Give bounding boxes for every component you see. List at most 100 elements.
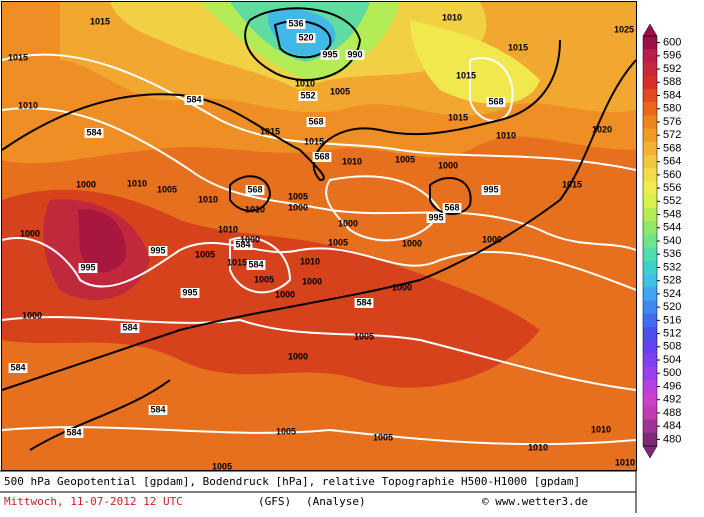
legend-swatch: [643, 115, 657, 130]
legend-swatch: [643, 75, 657, 90]
contour-label: 1010: [591, 424, 611, 434]
contour-label: 584: [66, 427, 81, 437]
legend-swatch: [643, 313, 657, 328]
legend-swatch: [643, 300, 657, 315]
contour-label-bg: [481, 185, 501, 195]
contour-label: 1005: [328, 237, 348, 247]
contour-label-bg: [298, 91, 318, 101]
contour-label-bg: [78, 263, 98, 273]
legend-label: 512: [663, 327, 681, 339]
contour-label: 1010: [528, 442, 548, 452]
contour-label-bg: [184, 95, 204, 105]
contour-label-bg: [120, 323, 140, 333]
contour-label: 995: [322, 49, 337, 59]
contour-label: 995: [150, 245, 165, 255]
contour-label: 1005: [373, 432, 393, 442]
legend-label: 504: [663, 354, 681, 366]
contour-label: 1000: [338, 218, 358, 228]
contour-label: 1010: [218, 224, 238, 234]
legend-swatch: [643, 274, 657, 288]
contour-label: 1010: [18, 100, 38, 110]
legend-swatch: [643, 287, 657, 302]
field-band: [78, 209, 126, 273]
legend-label: 600: [663, 37, 681, 49]
geopotential-line: [1, 39, 561, 182]
legend-label: 596: [663, 50, 681, 62]
legend-label: 560: [663, 169, 681, 181]
contour-label-bg: [486, 97, 506, 107]
contour-label: 1000: [76, 179, 96, 189]
contour-label: 1005: [288, 191, 308, 201]
contour-label: 1015: [456, 70, 476, 80]
isobar: [1, 237, 637, 291]
contour-label: 1015: [260, 126, 280, 136]
isobar: [1, 426, 637, 446]
contour-label: 1000: [275, 289, 295, 299]
contour-label: 584: [10, 362, 25, 372]
field-band: [268, 8, 336, 56]
legend-label: 556: [663, 182, 681, 194]
contour-label-bg: [245, 185, 265, 195]
legend-label: 536: [663, 248, 681, 260]
legend-swatch: [643, 181, 657, 196]
contour-label: 536: [288, 18, 303, 28]
legend-swatch: [643, 340, 657, 354]
contour-label: 568: [444, 202, 459, 212]
contour-label-bg: [148, 405, 168, 415]
contour-label-bg: [296, 33, 316, 43]
legend-swatch: [643, 62, 657, 77]
legend-swatch: [643, 406, 657, 421]
contour-label: 552: [300, 90, 315, 100]
contour-label: 1000: [288, 351, 308, 361]
legend-swatch: [643, 379, 657, 394]
isobar: [1, 316, 637, 391]
legend-swatch: [643, 141, 657, 156]
legend-swatch: [643, 194, 657, 209]
contour-label: 1000: [288, 202, 308, 212]
legend-swatch: [643, 326, 657, 341]
contour-label: 1020: [592, 124, 612, 134]
contour-label: 995: [483, 184, 498, 194]
contour-label: 1010: [295, 78, 315, 88]
legend-label: 564: [663, 156, 681, 168]
contour-label: 995: [428, 212, 443, 222]
isobars: [1, 53, 637, 446]
footer-date: Mittwoch, 11-07-2012 12 UTC: [4, 495, 183, 508]
contour-label: 1005: [254, 274, 274, 284]
legend-swatch: [643, 234, 657, 249]
isobar: [1, 107, 637, 251]
contour-label: 584: [235, 239, 250, 249]
contour-label: 995: [80, 262, 95, 272]
contour-label: 1015: [304, 136, 324, 146]
geopotential-line: [1, 59, 637, 391]
contour-label-bg: [320, 50, 340, 60]
legend-label: 488: [663, 407, 681, 419]
contour-label: 1005: [157, 184, 177, 194]
contour-label: 995: [182, 287, 197, 297]
legend-label: 492: [663, 394, 681, 406]
geopotential-lines: [1, 7, 637, 451]
footer-title: 500 hPa Geopotential [gpdam], Bodendruck…: [4, 475, 580, 488]
footer-run: (Analyse): [306, 495, 366, 508]
isobar: [469, 57, 514, 122]
legend-label: 580: [663, 103, 681, 115]
isobar: [325, 175, 442, 242]
contour-label: 1005: [395, 154, 415, 164]
legend-swatch: [643, 49, 657, 63]
contour-label: 1010: [300, 256, 320, 266]
legend-label: 540: [663, 235, 681, 247]
contour-label: 1010: [342, 156, 362, 166]
contour-label: 1015: [8, 52, 28, 62]
contour-label: 1000: [22, 310, 42, 320]
legend-swatch: [643, 247, 657, 262]
contour-label: 990: [347, 49, 362, 59]
contour-label: 1010: [496, 130, 516, 140]
contour-label-bg: [8, 363, 28, 373]
legend-swatch: [643, 353, 657, 368]
contour-label: 1010: [442, 12, 462, 22]
legend-label: 520: [663, 301, 681, 313]
contour-label: 1010: [127, 178, 147, 188]
contour-label: 1010: [198, 194, 218, 204]
